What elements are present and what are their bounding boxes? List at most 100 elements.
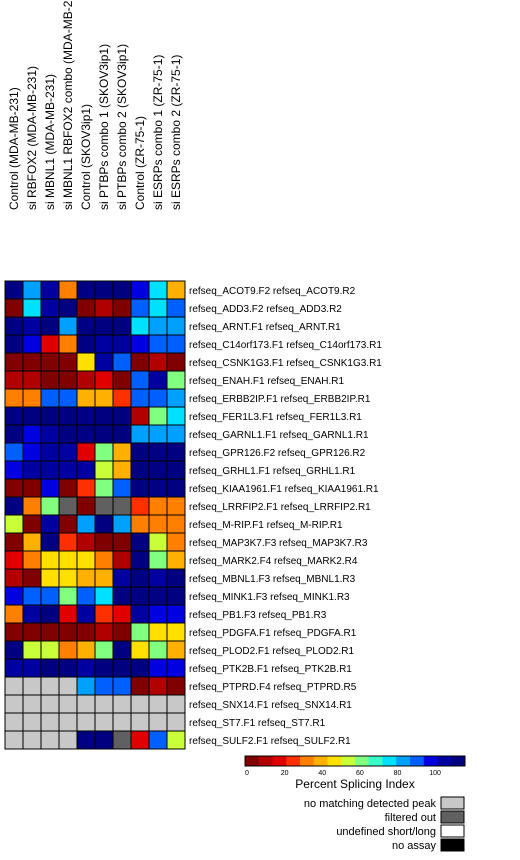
key-swatch xyxy=(440,838,465,852)
heatmap-cell xyxy=(4,694,24,714)
heatmap-cell xyxy=(22,460,42,480)
heatmap-cell xyxy=(94,532,114,552)
heatmap-cell xyxy=(58,712,78,732)
heatmap-cell xyxy=(58,280,78,300)
heatmap-cell xyxy=(58,640,78,660)
heatmap-cell xyxy=(130,658,150,678)
heatmap-cell xyxy=(4,586,24,606)
heatmap-cell xyxy=(166,640,186,660)
heatmap-cell xyxy=(148,658,168,678)
heatmap-cell xyxy=(112,460,132,480)
heatmap-cell xyxy=(166,406,186,426)
heatmap-cell xyxy=(76,658,96,678)
heatmap-cell xyxy=(94,514,114,534)
heatmap-cell xyxy=(22,730,42,750)
heatmap-cell xyxy=(40,550,60,570)
heatmap-cell xyxy=(112,622,132,642)
heatmap-cell xyxy=(4,496,24,516)
heatmap-cell xyxy=(130,586,150,606)
heatmap-cell xyxy=(130,514,150,534)
heatmap-cell xyxy=(166,370,186,390)
heatmap-cell xyxy=(112,334,132,354)
heatmap-cell xyxy=(58,334,78,354)
heatmap-cell xyxy=(76,424,96,444)
heatmap-cell xyxy=(40,370,60,390)
row-label: refseq_KIAA1961.F1 refseq_KIAA1961.R1 xyxy=(189,484,379,495)
heatmap-cell xyxy=(166,676,186,696)
heatmap-cell xyxy=(94,406,114,426)
heatmap-cell xyxy=(148,352,168,372)
row-labels: refseq_ACOT9.F2 refseq_ACOT9.R2 refseq_AD… xyxy=(189,286,382,747)
heatmap-cell xyxy=(130,604,150,624)
column-label: si PTBPs combo 2 (SKOV3ip1) xyxy=(115,44,129,210)
heatmap-cell xyxy=(58,694,78,714)
heatmap-cell xyxy=(166,604,186,624)
heatmap-cell xyxy=(22,316,42,336)
heatmap-cell xyxy=(166,352,186,372)
heatmap-cell xyxy=(130,532,150,552)
heatmap-cell xyxy=(22,388,42,408)
heatmap-cell xyxy=(130,694,150,714)
heatmap-cell xyxy=(22,622,42,642)
heatmap-cell xyxy=(76,280,96,300)
heatmap-cell xyxy=(58,532,78,552)
heatmap-cell xyxy=(166,622,186,642)
heatmap-cell xyxy=(94,604,114,624)
color-scale-segment xyxy=(368,756,383,766)
heatmap-cell xyxy=(76,532,96,552)
heatmap-cell xyxy=(94,550,114,570)
heatmap-cell xyxy=(130,712,150,732)
heatmap-cell xyxy=(58,424,78,444)
heatmap-cell xyxy=(130,424,150,444)
heatmap-cell xyxy=(94,496,114,516)
heatmap-cell xyxy=(94,676,114,696)
heatmap-cell xyxy=(58,550,78,570)
heatmap-cell xyxy=(40,478,60,498)
heatmap-cell xyxy=(4,352,24,372)
heatmap-cell xyxy=(94,658,114,678)
heatmap-cell xyxy=(148,460,168,480)
color-scale-tick-label: 40 xyxy=(318,770,326,777)
heatmap-cell xyxy=(4,640,24,660)
heatmap-cell xyxy=(40,730,60,750)
heatmap-cell xyxy=(4,658,24,678)
heatmap-cell xyxy=(166,586,186,606)
key-swatch xyxy=(440,796,465,810)
heatmap-cell xyxy=(130,406,150,426)
heatmap-cell xyxy=(22,406,42,426)
row-label: refseq_GPR126.F2 refseq_GPR126.R2 xyxy=(189,448,366,459)
heatmap-cell xyxy=(148,694,168,714)
row-label: refseq_MAP3K7.F3 refseq_MAP3K7.R3 xyxy=(189,538,368,549)
color-scale-segment xyxy=(245,756,260,766)
heatmap-cell xyxy=(76,406,96,426)
heatmap-cell xyxy=(58,568,78,588)
heatmap-cell xyxy=(4,334,24,354)
row-label: refseq_ACOT9.F2 refseq_ACOT9.R2 xyxy=(189,286,356,297)
row-label: refseq_ADD3.F2 refseq_ADD3.R2 xyxy=(189,304,342,315)
heatmap-cell xyxy=(40,568,60,588)
row-label: refseq_MARK2.F4 refseq_MARK2.R4 xyxy=(189,556,358,567)
heatmap-cell xyxy=(22,496,42,516)
heatmap-cell xyxy=(4,622,24,642)
row-label: refseq_SULF2.F1 refseq_SULF2.R1 xyxy=(189,736,351,747)
key-swatch xyxy=(440,824,465,838)
heatmap-cell xyxy=(76,694,96,714)
heatmap-cell xyxy=(76,622,96,642)
row-label: refseq_ST7.F1 refseq_ST7.R1 xyxy=(189,718,326,729)
heatmap-cell xyxy=(148,370,168,390)
heatmap-cell xyxy=(40,316,60,336)
heatmap-cell xyxy=(166,658,186,678)
heatmap-cell xyxy=(4,712,24,732)
heatmap-cell xyxy=(148,586,168,606)
color-scale-segment xyxy=(258,756,273,766)
heatmap-cell xyxy=(112,406,132,426)
column-label: si PTBPs combo 1 (SKOV3ip1) xyxy=(97,44,111,210)
heatmap-cell xyxy=(40,640,60,660)
heatmap-cell xyxy=(166,550,186,570)
heatmap-cell xyxy=(112,694,132,714)
column-label: Control (SKOV3ip1) xyxy=(79,104,93,210)
heatmap-cell xyxy=(94,442,114,462)
heatmap-cell xyxy=(166,334,186,354)
column-label: si MBNL1 RBFOX2 combo (MDA-MB-231) xyxy=(61,0,75,210)
heatmap-cell xyxy=(112,496,132,516)
